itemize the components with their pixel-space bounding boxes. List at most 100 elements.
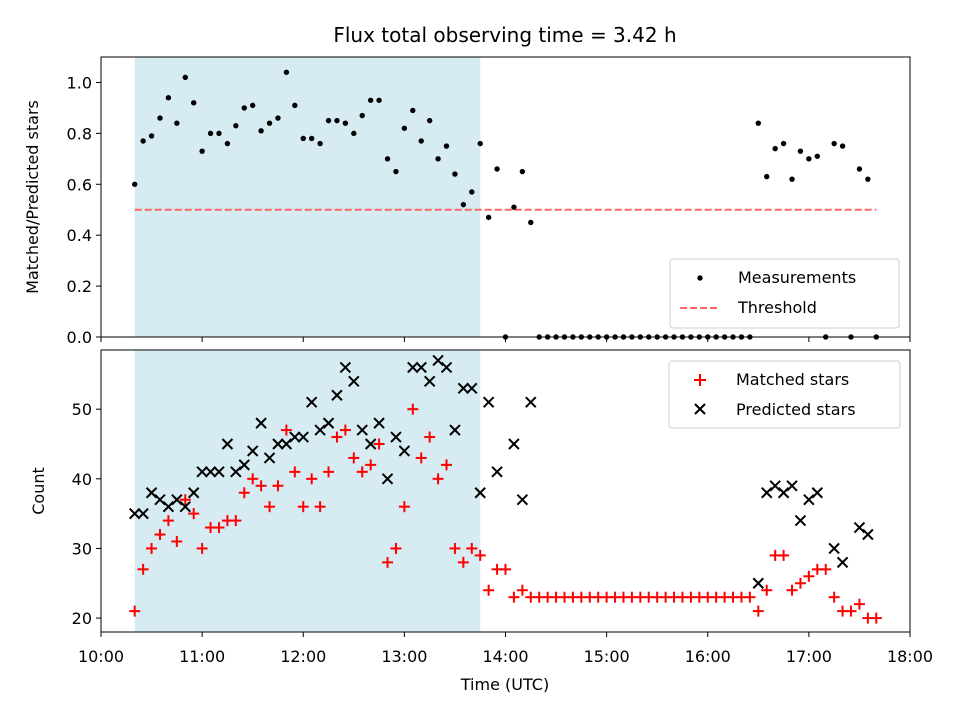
measurement-point [359,112,365,119]
matched-star-point [314,501,326,513]
matched-star-point [424,431,436,443]
matched-star-point [331,431,343,443]
count-panel: 20 30 40 50 10:00 11:00 12:00 13:00 14:00 15:00 1… [29,349,933,666]
matched-star-point [196,542,208,554]
ratio-legend: Measurements Threshold [669,258,900,329]
ratio-legend-threshold-label: Threshold [737,298,817,317]
count-legend-box [668,360,901,429]
measurement-point [831,140,837,147]
matched-star-point [348,452,360,464]
matched-star-point [230,515,242,527]
predicted-star-point [314,424,326,436]
ratio-y-tick-label: 1.0 [67,73,92,92]
measurement-point [452,171,458,177]
measurement-point [233,123,239,129]
x-tick-label: 12:00 [280,647,326,666]
count-y-tick-label: 30 [72,539,92,558]
predicted-star-point [289,431,301,443]
predicted-star-point [196,466,208,478]
measurement-point [300,135,306,142]
measurement-point [797,148,804,154]
x-tick-label: 13:00 [381,647,427,666]
count-legend: Matched stars Predicted stars [668,360,901,429]
measurement-point [376,97,382,103]
count-y-tick-label: 50 [72,400,92,419]
count-legend-predicted-label: Predicted stars [736,400,856,419]
predicted-star-point [457,382,470,395]
matched-star-point [373,438,385,450]
matched-star-point [264,501,276,513]
predicted-star-point [280,438,293,450]
measurement-point [334,117,340,124]
predicted-star-point [466,382,478,395]
matched-star-point [803,570,815,582]
predicted-star-point [482,396,495,408]
matched-star-point [255,480,267,492]
matched-star-point [516,584,528,596]
measurement-point [401,125,408,131]
measurement-point [806,156,812,162]
matched-star-point [449,542,461,554]
ratio-shaded-interval [134,57,481,337]
measurement-point [814,153,821,159]
matched-star-point [129,605,141,617]
measurement-point [384,156,391,162]
matched-star-point [323,466,335,478]
matched-star-point [407,403,419,415]
measurement-point [258,128,264,134]
ratio-y-tick-label: 0.2 [67,277,92,296]
ratio-y-tick-label: 0.8 [67,124,92,143]
predicted-star-point [179,500,191,513]
predicted-star-point [803,493,815,506]
x-tick-label: 10:00 [78,647,124,666]
predicted-star-point [187,487,200,499]
predicted-star-point [322,417,335,429]
matched-star-point [432,473,444,485]
predicted-star-point [390,431,402,443]
predicted-star-point [339,361,352,374]
predicted-star-point [853,521,866,534]
matched-legend-marker [694,374,706,386]
matched-star-point [382,556,394,568]
measurement-point [157,115,163,121]
matched-star-point [457,556,469,568]
measurement-point [494,166,500,172]
matched-star-point [247,473,259,485]
measurement-point [469,189,475,195]
measurement-point [249,102,256,109]
matched-star-point [828,591,840,603]
predicted-star-point [381,473,394,485]
ratio-y-axis-label: Matched/Predicted stars [23,100,42,294]
matched-star-point [500,563,511,575]
measurement-point [199,148,205,154]
matched-star-point [339,424,351,436]
matched-star-point [238,487,250,499]
predicted-star-point [491,466,503,478]
predicted-star-point [761,487,773,499]
measurement-point [351,130,357,137]
matched-star-point [786,584,798,596]
measurement-point [519,168,526,175]
predicted-star-point [137,507,149,520]
matched-star-point [853,598,865,610]
predicted-star-point [786,480,798,492]
matched-star-point [146,542,158,554]
predicted-star-point [474,487,486,499]
x-tick-label: 16:00 [685,647,731,666]
measurement-point [393,168,399,175]
predicted-star-point [398,445,411,457]
matched-star-point [390,542,402,554]
measurement-point [165,95,172,101]
predicted-star-point [221,438,234,450]
matched-star-point [179,494,191,506]
predicted-star-point [171,493,183,506]
matched-star-point [870,612,882,624]
predicted-star-point [213,466,225,478]
measurement-point [528,219,534,226]
measurement-point [755,120,762,126]
count-legend-matched-label: Matched stars [736,370,849,389]
matched-star-point [778,549,790,561]
matched-star-point [306,473,318,485]
predicted-star-point [794,514,807,527]
measurement-point [367,97,374,103]
